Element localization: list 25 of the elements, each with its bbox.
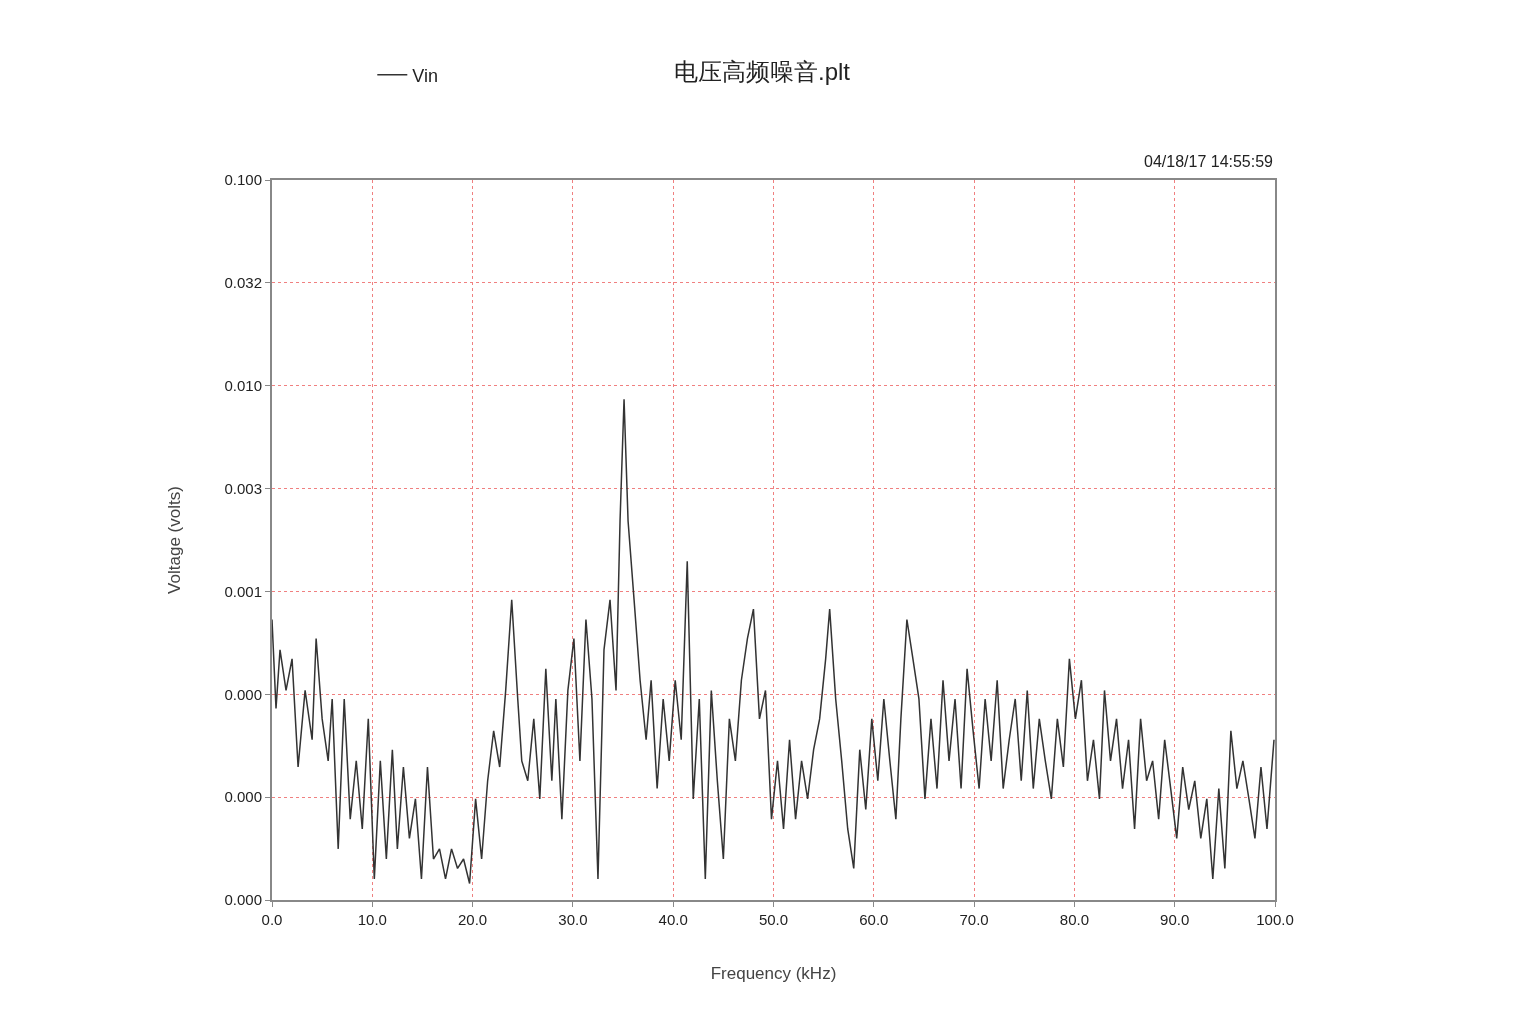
y-tick-label: 0.000 <box>224 788 262 806</box>
x-tick-label: 50.0 <box>758 911 789 928</box>
x-tick-label: 0.0 <box>261 911 283 928</box>
x-tick-label: 90.0 <box>1160 911 1190 928</box>
y-tick-label: 0.032 <box>224 274 262 292</box>
x-tick-label: 20.0 <box>458 911 488 928</box>
x-tick-label: 70.0 <box>959 911 989 928</box>
y-tick-label: 0.001 <box>224 582 262 600</box>
y-axis-title: Voltage (volts) <box>164 486 184 594</box>
y-tick-label: 0.000 <box>224 685 262 703</box>
y-tick-label: 0.000 <box>224 891 262 909</box>
y-tick-label: 0.003 <box>224 479 262 497</box>
text: 04/18/17 14:55:59 <box>1144 153 1274 170</box>
x-tick-label: 10.0 <box>357 911 387 928</box>
x-tick-label: 40.0 <box>658 911 688 928</box>
x-tick-label: 80.0 <box>1059 911 1089 928</box>
x-tick-label: 100.0 <box>1256 911 1294 928</box>
x-tick-label: 30.0 <box>558 911 588 928</box>
y-tick-label: 0.100 <box>224 171 262 189</box>
line-series <box>272 398 1275 885</box>
x-tick-label: 60.0 <box>859 911 889 928</box>
x-axis-title: Frequency (kHz) <box>710 963 837 983</box>
y-tick-label: 0.010 <box>224 376 262 394</box>
legend-label: Vin <box>412 65 438 86</box>
chart-title: 电压高频噪音.plt <box>673 57 851 85</box>
